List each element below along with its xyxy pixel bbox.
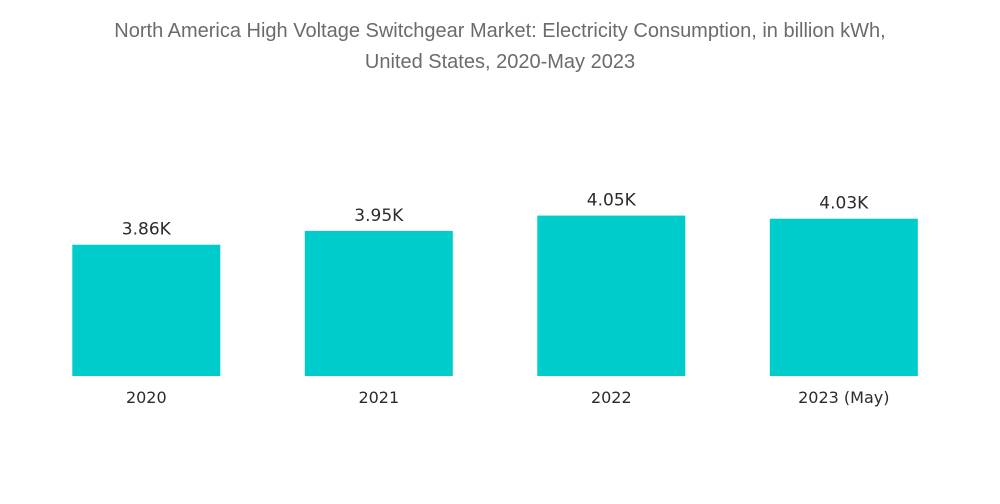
data-labels-group: 3.86K 3.95K 4.05K 4.03K xyxy=(122,191,869,240)
data-label: 3.95K xyxy=(354,206,404,226)
x-tick-label: 2022 xyxy=(591,388,632,407)
chart-title-line-2: United States, 2020-May 2023 xyxy=(364,51,636,73)
x-tick-label: 2020 xyxy=(126,388,167,407)
chart-title: North America High Voltage Switchgear Ma… xyxy=(0,16,1000,78)
x-tick-label: 2021 xyxy=(358,388,399,407)
bar-2023-may xyxy=(769,218,918,376)
x-axis-tick-labels: 2020 2021 2022 2023 (May) xyxy=(126,388,890,407)
data-label: 4.05K xyxy=(587,191,637,211)
bar-2021 xyxy=(304,230,453,376)
bars-group xyxy=(72,215,918,376)
x-tick-label: 2023 (May) xyxy=(798,388,889,407)
bar-2022 xyxy=(537,215,686,376)
chart-title-line-1: North America High Voltage Switchgear Ma… xyxy=(114,20,886,42)
data-label: 4.03K xyxy=(819,194,869,214)
bar-2020 xyxy=(72,244,221,376)
data-label: 3.86K xyxy=(122,220,172,240)
